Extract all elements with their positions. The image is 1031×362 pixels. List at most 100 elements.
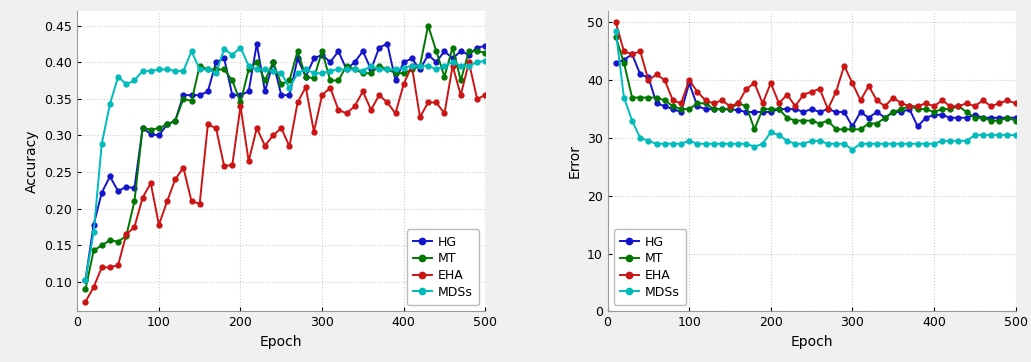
MDSs bbox=[838, 142, 851, 146]
EHA bbox=[324, 86, 336, 90]
MT bbox=[422, 23, 434, 28]
HG bbox=[903, 107, 916, 111]
MDSs bbox=[471, 60, 484, 64]
Y-axis label: Accuracy: Accuracy bbox=[25, 129, 39, 193]
MT bbox=[153, 126, 165, 130]
HG bbox=[716, 107, 728, 111]
HG bbox=[405, 56, 418, 61]
EHA bbox=[479, 93, 492, 97]
MT bbox=[618, 61, 630, 65]
EHA bbox=[96, 265, 108, 270]
MDSs bbox=[830, 142, 842, 146]
MT bbox=[675, 107, 688, 111]
HG bbox=[112, 189, 125, 193]
HG bbox=[749, 110, 761, 114]
HG bbox=[863, 115, 875, 120]
MDSs bbox=[455, 64, 467, 68]
MDSs bbox=[479, 59, 492, 63]
MDSs bbox=[944, 139, 957, 143]
MT bbox=[455, 78, 467, 83]
EHA bbox=[667, 98, 679, 102]
EHA bbox=[405, 64, 418, 68]
HG bbox=[332, 49, 344, 53]
HG bbox=[120, 185, 132, 189]
MDSs bbox=[626, 118, 638, 123]
MT bbox=[284, 78, 296, 83]
MT bbox=[398, 71, 410, 75]
MT bbox=[275, 82, 288, 86]
EHA bbox=[887, 95, 899, 100]
HG bbox=[993, 115, 1005, 120]
EHA bbox=[234, 104, 246, 108]
EHA bbox=[242, 159, 255, 163]
MDSs bbox=[463, 64, 475, 68]
EHA bbox=[398, 82, 410, 86]
MDSs bbox=[284, 86, 296, 90]
MT bbox=[259, 78, 271, 83]
EHA bbox=[618, 49, 630, 54]
HG bbox=[479, 44, 492, 48]
MDSs bbox=[1001, 133, 1013, 137]
MT bbox=[780, 115, 793, 120]
HG bbox=[430, 60, 442, 64]
MDSs bbox=[863, 142, 875, 146]
MT bbox=[609, 35, 622, 39]
HG bbox=[292, 56, 304, 61]
MT bbox=[659, 98, 671, 102]
EHA bbox=[985, 104, 997, 108]
HG bbox=[446, 56, 459, 61]
MT bbox=[757, 107, 769, 111]
MDSs bbox=[659, 142, 671, 146]
MT bbox=[936, 107, 949, 111]
MDSs bbox=[259, 67, 271, 72]
Y-axis label: Error: Error bbox=[567, 144, 581, 178]
MT bbox=[234, 100, 246, 105]
MT bbox=[161, 122, 173, 127]
MDSs bbox=[1009, 133, 1022, 137]
MDSs bbox=[667, 142, 679, 146]
EHA bbox=[609, 20, 622, 25]
MDSs bbox=[104, 102, 117, 106]
HG bbox=[961, 115, 973, 120]
MT bbox=[642, 95, 655, 100]
EHA bbox=[210, 126, 223, 130]
EHA bbox=[357, 89, 369, 94]
HG bbox=[953, 115, 965, 120]
HG bbox=[398, 60, 410, 64]
EHA bbox=[186, 199, 198, 203]
EHA bbox=[675, 101, 688, 105]
HG bbox=[780, 107, 793, 111]
MDSs bbox=[822, 142, 834, 146]
HG bbox=[315, 52, 328, 57]
MDSs bbox=[430, 67, 442, 72]
MT bbox=[1001, 115, 1013, 120]
MT bbox=[683, 107, 695, 111]
MDSs bbox=[813, 139, 826, 143]
HG bbox=[471, 45, 484, 50]
MT bbox=[226, 78, 238, 83]
MDSs bbox=[112, 75, 125, 79]
MDSs bbox=[218, 47, 230, 51]
MT bbox=[251, 60, 263, 64]
HG bbox=[878, 115, 891, 120]
MT bbox=[651, 95, 663, 100]
Line: MT: MT bbox=[613, 34, 1018, 132]
HG bbox=[707, 107, 720, 111]
EHA bbox=[307, 130, 320, 134]
MDSs bbox=[226, 52, 238, 57]
EHA bbox=[348, 104, 361, 108]
EHA bbox=[471, 97, 484, 101]
MDSs bbox=[887, 142, 899, 146]
EHA bbox=[993, 101, 1005, 105]
MT bbox=[985, 118, 997, 123]
MDSs bbox=[292, 71, 304, 75]
MDSs bbox=[128, 78, 140, 83]
EHA bbox=[275, 126, 288, 130]
HG bbox=[169, 119, 181, 123]
HG bbox=[895, 110, 907, 114]
HG bbox=[177, 93, 190, 97]
HG bbox=[846, 124, 859, 129]
MT bbox=[194, 64, 206, 68]
MDSs bbox=[324, 69, 336, 73]
HG bbox=[732, 108, 744, 113]
